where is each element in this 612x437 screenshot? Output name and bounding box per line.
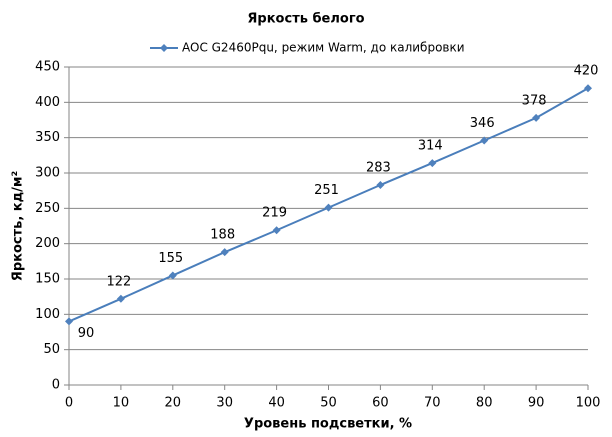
- point-marker: [584, 84, 592, 93]
- y-tick-label: 450: [35, 60, 60, 75]
- y-tick-label: 300: [35, 166, 60, 181]
- data-label: 420: [574, 64, 599, 79]
- data-label: 283: [366, 161, 391, 176]
- point-marker: [428, 159, 437, 168]
- y-tick-label: 200: [35, 236, 60, 251]
- y-tick-label: 400: [35, 95, 60, 110]
- x-tick-label: 70: [424, 396, 441, 411]
- y-tick-label: 150: [35, 272, 60, 287]
- point-marker: [168, 271, 177, 280]
- x-tick-label: 50: [320, 396, 337, 411]
- point-marker: [272, 226, 281, 235]
- x-tick-label: 40: [268, 396, 285, 411]
- x-tick-label: 60: [372, 396, 389, 411]
- x-tick-label: 0: [65, 396, 73, 411]
- x-tick-label: 10: [113, 396, 130, 411]
- x-tick-label: 90: [528, 396, 545, 411]
- point-marker: [480, 136, 489, 145]
- x-tick-label: 80: [476, 396, 493, 411]
- data-label: 90: [78, 326, 95, 341]
- y-tick-label: 50: [43, 342, 60, 357]
- data-label: 188: [210, 228, 235, 243]
- y-tick-label: 350: [35, 130, 60, 145]
- point-marker: [65, 317, 73, 326]
- data-label: 155: [158, 251, 183, 266]
- x-tick-label: 100: [576, 396, 601, 411]
- point-marker: [116, 294, 125, 303]
- data-label: 251: [314, 183, 339, 198]
- y-axis-label: Яркость, кд/м²: [11, 171, 26, 281]
- data-label: 219: [262, 206, 287, 221]
- chart-title: Яркость белого: [247, 12, 364, 27]
- y-tick-label: 100: [35, 307, 60, 322]
- data-label: 378: [522, 93, 547, 108]
- point-marker: [324, 203, 333, 212]
- y-tick-label: 0: [52, 378, 60, 393]
- legend-label: AOC G2460Pqu, режим Warm, до калибровки: [182, 41, 465, 55]
- point-marker: [220, 248, 229, 257]
- x-tick-label: 30: [216, 396, 233, 411]
- x-axis-label: Уровень подсветки, %: [244, 417, 412, 432]
- data-label: 314: [418, 139, 443, 154]
- data-label: 122: [106, 274, 131, 289]
- legend-marker: [160, 44, 168, 52]
- point-marker: [532, 113, 541, 122]
- data-label: 346: [470, 116, 495, 131]
- point-marker: [376, 181, 385, 190]
- y-tick-label: 250: [35, 201, 60, 216]
- x-tick-label: 20: [165, 396, 182, 411]
